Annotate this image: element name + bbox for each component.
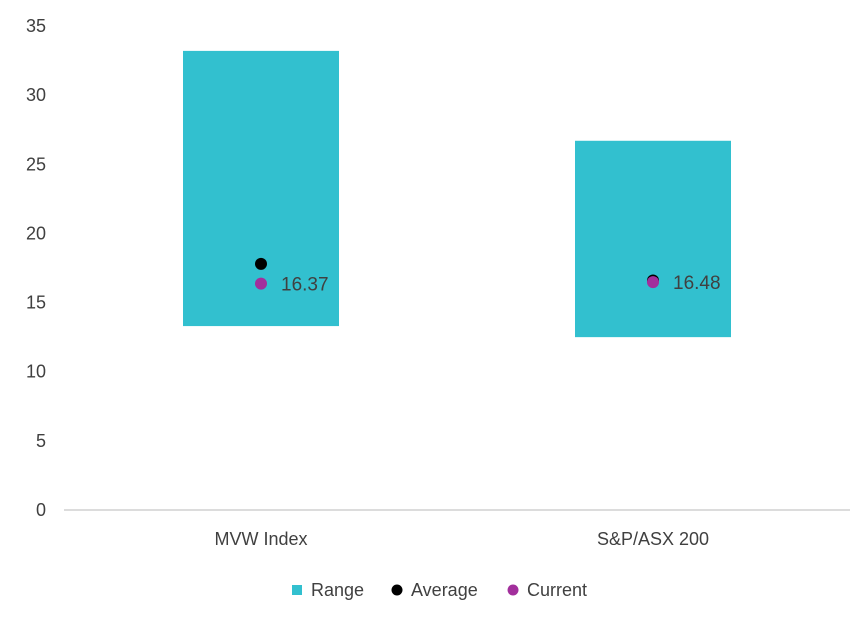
y-tick-label: 0 (36, 500, 46, 520)
y-tick-label: 20 (26, 223, 46, 243)
x-tick-label: S&P/ASX 200 (597, 529, 709, 549)
legend-label-average: Average (411, 580, 478, 600)
legend-swatch-range (292, 585, 302, 595)
y-tick-label: 25 (26, 154, 46, 174)
current-data-label: 16.37 (281, 275, 329, 296)
legend-swatch-current (507, 584, 519, 596)
y-tick-label: 10 (26, 362, 46, 382)
range-bars (183, 50, 731, 338)
markers (255, 257, 659, 290)
legend: Range Average Current (292, 580, 587, 600)
average-marker (255, 257, 267, 270)
x-tick-label: MVW Index (214, 529, 307, 549)
current-marker (255, 277, 267, 290)
legend-swatch-average (391, 584, 403, 596)
data-labels: 16.37 16.48 (281, 273, 721, 296)
range-bar (575, 140, 731, 338)
legend-label-range: Range (311, 580, 364, 600)
x-axis-labels: MVW Index S&P/ASX 200 (214, 529, 709, 549)
current-data-label: 16.48 (673, 273, 721, 294)
y-tick-label: 15 (26, 293, 46, 313)
y-tick-label: 5 (36, 431, 46, 451)
y-tick-label: 35 (26, 16, 46, 36)
y-axis-ticks: 0 5 10 15 20 25 30 35 (26, 16, 46, 520)
y-tick-label: 30 (26, 85, 46, 105)
current-marker (647, 276, 659, 289)
legend-label-current: Current (527, 580, 587, 600)
